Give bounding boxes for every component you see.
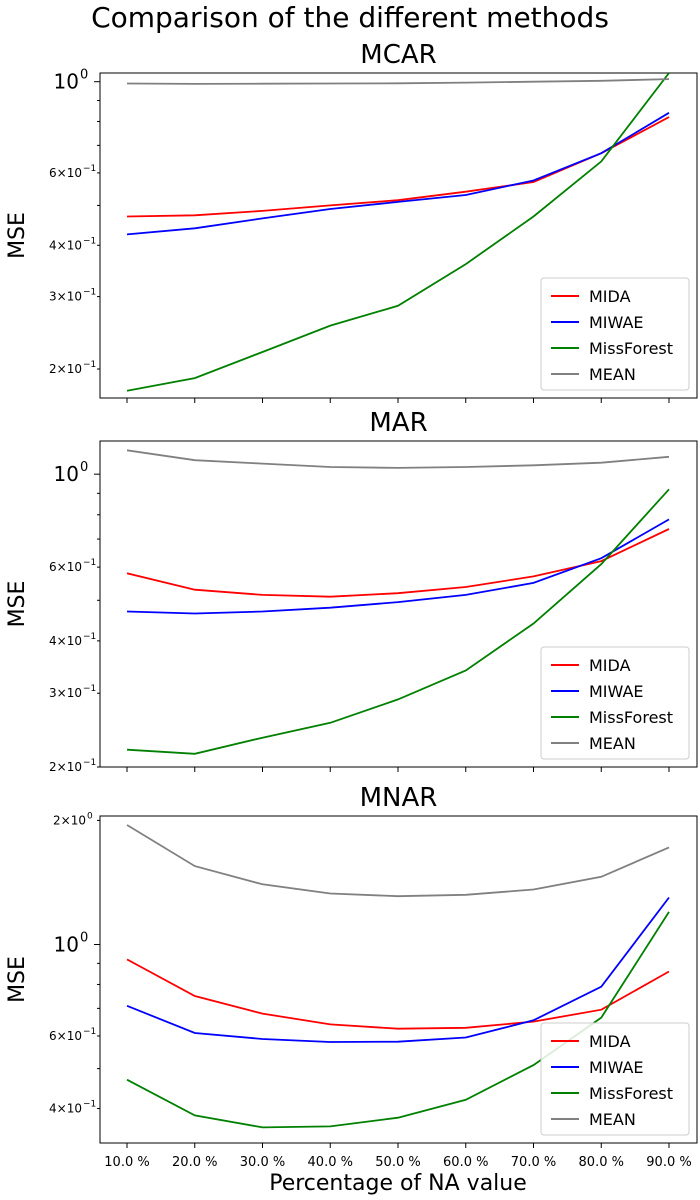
y-tick-label: 3×10	[49, 686, 82, 700]
figure-title: Comparison of the different methods	[91, 1, 609, 34]
y-tick-label: 2×10	[49, 760, 82, 774]
legend-entry: MIDA	[589, 1032, 631, 1051]
y-tick-label: 3×10	[49, 290, 82, 304]
legend-box	[540, 277, 690, 391]
series-line-mean	[126, 824, 670, 898]
y-tick-label: 6×10	[49, 1029, 82, 1043]
x-tick-label: 60.0 %	[443, 1155, 488, 1170]
series-line-mida	[126, 958, 670, 1030]
legend-entry: MIWAE	[589, 682, 644, 701]
series-line-missforest	[126, 488, 670, 755]
series-line-mean	[126, 78, 670, 85]
subplot-title: MAR	[369, 408, 427, 438]
series-line-miwae	[126, 518, 670, 615]
legend-entry: MissForest	[589, 339, 673, 358]
y-tick-exponent: −1	[83, 758, 96, 768]
y-tick-label: 4×10	[49, 238, 82, 252]
y-tick-exponent: −1	[83, 684, 96, 694]
x-tick-label: 30.0 %	[240, 1155, 285, 1170]
y-tick-label: 10	[54, 933, 79, 957]
y-tick-label: 10	[54, 462, 79, 486]
legend-entry: MIDA	[589, 287, 631, 306]
legend-entry: MEAN	[589, 365, 636, 384]
y-tick-label: 6×10	[49, 166, 82, 180]
y-tick-exponent: 0	[87, 811, 93, 821]
subplot-title: MCAR	[360, 40, 436, 70]
y-tick-label: 10	[54, 70, 79, 94]
series-line-miwae	[126, 896, 670, 1043]
y-tick-exponent: −1	[83, 236, 96, 246]
y-tick-exponent: 0	[80, 68, 88, 83]
x-tick-label: 40.0 %	[308, 1155, 353, 1170]
legend-box	[540, 646, 690, 760]
y-tick-label: 6×10	[49, 560, 82, 574]
y-tick-exponent: 0	[80, 460, 88, 475]
series-line-missforest	[126, 73, 670, 392]
legend-entry: MIWAE	[589, 1058, 644, 1077]
legend: MIDA MIWAE MissForest MEAN	[540, 277, 690, 391]
y-tick-exponent: −1	[83, 558, 96, 568]
x-tick-label: 80.0 %	[579, 1155, 624, 1170]
legend-entry: MissForest	[589, 1084, 673, 1103]
y-axis-label: MSE	[5, 581, 30, 628]
x-tick-label: 10.0 %	[104, 1155, 149, 1170]
legend-entry: MIDA	[589, 656, 631, 675]
y-axis-label: MSE	[5, 956, 30, 1003]
legend: MIDA MIWAE MissForest MEAN	[540, 1022, 690, 1136]
x-tick-label: 70.0 %	[511, 1155, 556, 1170]
y-tick-exponent: −1	[83, 288, 96, 298]
legend-box	[540, 1022, 690, 1136]
y-tick-exponent: 0	[80, 931, 88, 946]
y-tick-exponent: −1	[83, 1027, 96, 1037]
legend: MIDA MIWAE MissForest MEAN	[540, 646, 690, 760]
series-line-mean	[126, 449, 670, 469]
y-tick-exponent: −1	[83, 360, 96, 370]
y-tick-label: 4×10	[49, 1102, 82, 1116]
x-tick-label: 20.0 %	[172, 1155, 217, 1170]
x-axis-label: Percentage of NA value	[269, 1171, 527, 1196]
x-tick-label: 90.0 %	[646, 1155, 691, 1170]
y-tick-label: 2×10	[49, 362, 82, 376]
legend-entry: MEAN	[589, 1110, 636, 1129]
y-tick-label: 2×10	[53, 813, 86, 827]
y-tick-exponent: −1	[83, 1100, 96, 1110]
x-tick-label: 50.0 %	[375, 1155, 420, 1170]
y-tick-label: 4×10	[49, 634, 82, 648]
subplot-title: MNAR	[360, 783, 438, 813]
legend-entry: MIWAE	[589, 313, 644, 332]
legend-entry: MissForest	[589, 708, 673, 727]
y-tick-exponent: −1	[83, 632, 96, 642]
y-axis-label: MSE	[5, 212, 30, 259]
series-line-miwae	[126, 112, 670, 236]
y-tick-exponent: −1	[83, 164, 96, 174]
legend-entry: MEAN	[589, 734, 636, 753]
